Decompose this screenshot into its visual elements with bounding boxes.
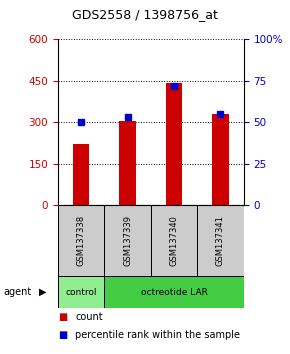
- Bar: [212, 114, 229, 205]
- Text: ▶: ▶: [39, 287, 47, 297]
- Text: count: count: [75, 312, 103, 322]
- Bar: [151, 205, 197, 276]
- Text: agent: agent: [3, 287, 31, 297]
- Bar: [166, 83, 182, 205]
- Text: octreotide LAR: octreotide LAR: [141, 287, 207, 297]
- Text: GSM137341: GSM137341: [216, 215, 225, 266]
- Bar: [104, 205, 151, 276]
- Text: GSM137339: GSM137339: [123, 215, 132, 266]
- Bar: [197, 205, 244, 276]
- Text: GSM137340: GSM137340: [169, 215, 179, 266]
- Bar: [58, 205, 104, 276]
- Text: ■: ■: [58, 312, 67, 322]
- Bar: [58, 276, 104, 308]
- Text: control: control: [66, 287, 97, 297]
- Bar: [119, 121, 136, 205]
- Text: GDS2558 / 1398756_at: GDS2558 / 1398756_at: [72, 8, 218, 21]
- Text: ■: ■: [58, 330, 67, 339]
- Bar: [104, 276, 244, 308]
- Text: percentile rank within the sample: percentile rank within the sample: [75, 330, 240, 339]
- Bar: [73, 144, 89, 205]
- Text: GSM137338: GSM137338: [77, 215, 86, 266]
